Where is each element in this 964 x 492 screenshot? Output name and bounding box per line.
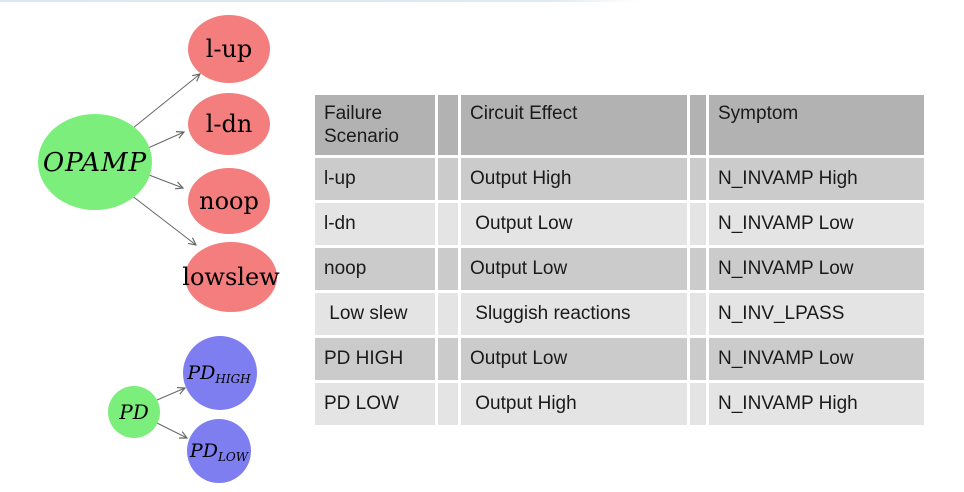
header-failure-scenario: Failure Scenario (315, 95, 435, 155)
pd-low-sub: LOW (217, 450, 250, 464)
cell-effect-pd-high: Output Low (461, 338, 687, 380)
node-l-dn-label: l-dn (206, 110, 253, 138)
cell-scenario-pd-low: PD LOW (315, 383, 435, 425)
node-noop-label: noop (199, 187, 259, 215)
cell-spacer (438, 203, 458, 245)
node-pd-label: PD (118, 400, 149, 424)
pd-high-sub: HIGH (214, 372, 251, 386)
cell-symptom-pd-high: N_INVAMP Low (709, 338, 924, 380)
cell-spacer (438, 383, 458, 425)
cell-spacer (690, 293, 706, 335)
cell-effect-noop: Output Low (461, 248, 687, 290)
node-pd-low-label: PDLOW (189, 440, 250, 464)
pd-edges (156, 388, 187, 438)
header-circuit-effect: Circuit Effect (461, 95, 687, 155)
top-accent-line (0, 0, 640, 2)
node-lowslew: lowslew (182, 242, 280, 312)
cell-symptom-noop: N_INVAMP Low (709, 248, 924, 290)
header-symptom: Symptom (709, 95, 924, 155)
cell-spacer (438, 248, 458, 290)
cell-spacer (690, 383, 706, 425)
node-pd: PD (108, 386, 160, 438)
node-lowslew-label: lowslew (182, 263, 280, 291)
header-spacer-2 (690, 95, 706, 155)
cell-spacer (438, 158, 458, 200)
header-spacer-1 (438, 95, 458, 155)
node-pd-high: PDHIGH (183, 336, 257, 410)
node-opamp-label: OPAMP (43, 148, 147, 178)
cell-scenario-l-up: l-up (315, 158, 435, 200)
node-l-dn: l-dn (188, 93, 270, 155)
edge-opamp-lup (132, 74, 200, 129)
node-pd-low: PDLOW (187, 419, 251, 483)
cell-spacer (690, 338, 706, 380)
node-l-up: l-up (188, 15, 270, 83)
cell-scenario-low-slew: Low slew (315, 293, 435, 335)
cell-scenario-l-dn: l-dn (315, 203, 435, 245)
cell-spacer (690, 158, 706, 200)
edge-opamp-noop (148, 174, 183, 188)
cell-effect-pd-low: Output High (461, 383, 687, 425)
cell-spacer (690, 248, 706, 290)
node-l-up-label: l-up (206, 35, 253, 63)
node-noop: noop (188, 168, 270, 234)
cell-effect-low-slew: Sluggish reactions (461, 293, 687, 335)
pd-high-main: PD (186, 362, 215, 384)
cell-spacer (438, 338, 458, 380)
cell-spacer (438, 293, 458, 335)
fault-tree-diagram: OPAMP l-up l-dn noop lowslew PD PDHIGH P… (38, 15, 280, 483)
edge-pd-pdhigh (156, 388, 185, 401)
cell-effect-l-up: Output High (461, 158, 687, 200)
cell-symptom-pd-low: N_INVAMP High (709, 383, 924, 425)
cell-scenario-pd-high: PD HIGH (315, 338, 435, 380)
edge-opamp-lowslew (130, 194, 196, 245)
edge-opamp-ldn (147, 132, 184, 149)
opamp-edges (130, 74, 200, 245)
node-pd-high-label: PDHIGH (186, 362, 251, 386)
cell-spacer (690, 203, 706, 245)
cell-effect-l-dn: Output Low (461, 203, 687, 245)
cell-symptom-low-slew: N_INV_LPASS (709, 293, 924, 335)
failure-scenario-table: Failure Scenario Circuit Effect Symptom … (315, 95, 924, 425)
edge-pd-pdlow (156, 422, 187, 438)
cell-symptom-l-dn: N_INVAMP Low (709, 203, 924, 245)
pd-low-main: PD (189, 440, 218, 462)
cell-symptom-l-up: N_INVAMP High (709, 158, 924, 200)
node-opamp: OPAMP (38, 114, 152, 210)
cell-scenario-noop: noop (315, 248, 435, 290)
